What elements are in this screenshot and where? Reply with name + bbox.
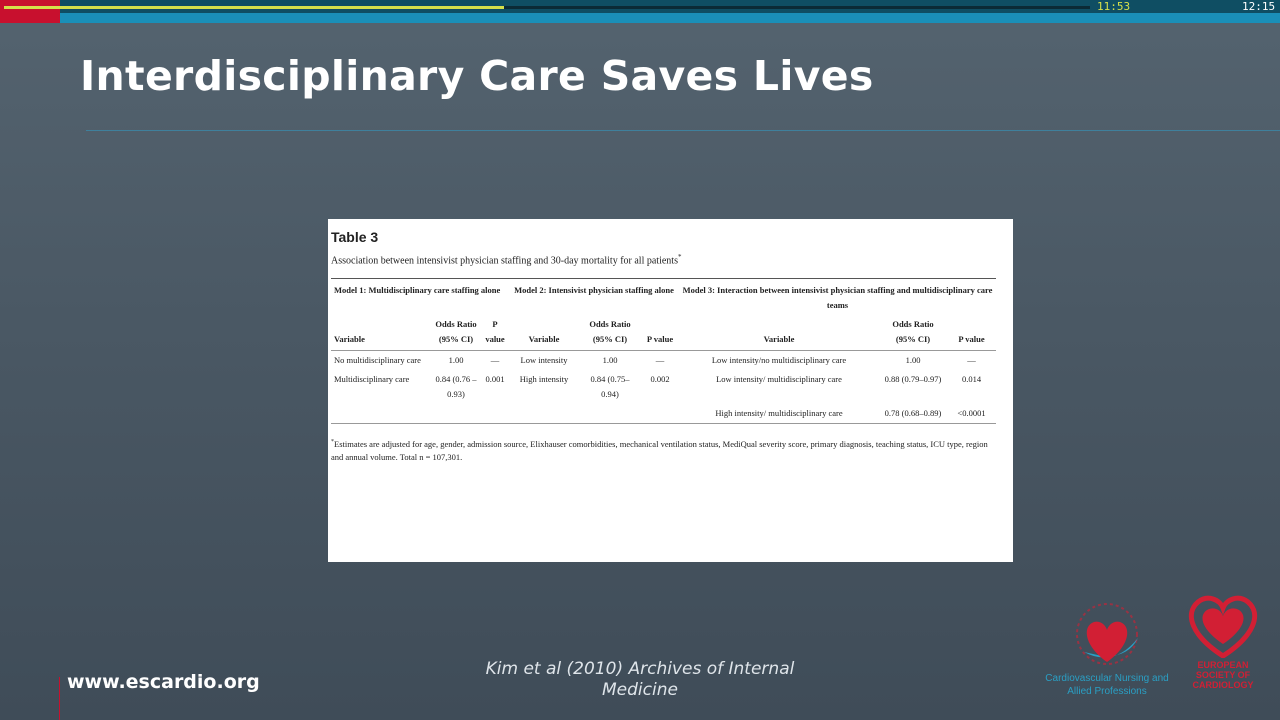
table-cell (481, 404, 509, 424)
table-cell: No multidisciplinary care (334, 355, 421, 366)
table-row: No multidisciplinary care 1.00 — Low int… (331, 351, 996, 371)
table-cell: 0.014 (961, 374, 982, 385)
model-2-header: Model 2: Intensivist physician staffing … (514, 285, 674, 296)
topbar-accent-stripe (60, 13, 1280, 23)
table-cell: High intensity (519, 374, 569, 385)
table-cell: 0.88 (0.79–0.97) (884, 374, 942, 385)
cnap-heart-icon (1076, 603, 1138, 665)
table-cell: High intensity/ multidisciplinary care (715, 408, 843, 419)
footnote-mark: * (331, 439, 334, 446)
col-header: Odds Ratio (95% CI) (579, 315, 641, 352)
col-header: Variable (331, 315, 431, 352)
table-row: High intensity/ multidisciplinary care 0… (331, 404, 996, 424)
total-time: 12:15 (1242, 0, 1276, 13)
table-cell (431, 404, 481, 424)
table-caption-text: Association between intensivist physicia… (331, 255, 678, 267)
col-header: Odds Ratio (95% CI) (879, 315, 947, 352)
topbar-red-block (0, 0, 60, 23)
table-cell (579, 404, 641, 424)
table-cell: 0.78 (0.68–0.89) (884, 408, 942, 419)
col-header: Variable (509, 315, 579, 352)
table-cell: 0.84 (0.75–0.94) (590, 374, 630, 400)
table-cell: 1.00 (905, 355, 921, 366)
table-cell: Low intensity (520, 355, 568, 366)
cnap-logo: Cardiovascular Nursing and Allied Profes… (1044, 596, 1170, 700)
table-footnote: *Estimates are adjusted for age, gender,… (331, 436, 996, 464)
table-cell: 0.002 (650, 374, 670, 385)
table-cell: — (967, 355, 976, 366)
table-cell: 1.00 (448, 355, 464, 366)
esc-logo: EUROPEAN SOCIETY OF CARDIOLOGY (1180, 594, 1266, 700)
table-cell: Low intensity/no multidisciplinary care (711, 355, 847, 366)
elapsed-time: 11:53 (1097, 0, 1131, 13)
progress-fill (4, 6, 504, 9)
citation: Kim et al (2010) Archives of Internal Me… (485, 659, 795, 700)
col-header: P value (641, 315, 679, 352)
col-header: Odds Ratio (95% CI) (431, 315, 481, 352)
esc-logo-text: EUROPEAN SOCIETY OF CARDIOLOGY (1192, 660, 1254, 690)
col-header: Variable (679, 315, 879, 352)
model-1-header: Model 1: Multidisciplinary care staffing… (334, 285, 501, 296)
table-cell: — (655, 355, 665, 366)
table-cell: 0.84 (0.76 –0.93) (435, 374, 477, 400)
table-row: Multidisciplinary care 0.84 (0.76 –0.93)… (331, 370, 996, 404)
table-cell (641, 404, 679, 424)
cnap-logo-text: Cardiovascular Nursing and Allied Profes… (1045, 673, 1169, 697)
model-3-header: Model 3: Interaction between intensivist… (682, 285, 993, 311)
table-cell: 0.001 (485, 374, 505, 385)
table-cell: Multidisciplinary care (334, 374, 410, 385)
table-cell: 1.00 (602, 355, 618, 366)
website-link[interactable]: www.escardio.org (67, 671, 260, 693)
esc-heart-icon (1188, 595, 1258, 659)
table-cell: Low intensity/ multidisciplinary care (716, 374, 842, 385)
slide-title: Interdisciplinary Care Saves Lives (80, 52, 874, 100)
table-figure: Table 3 Association between intensivist … (328, 219, 1013, 562)
progress-track[interactable] (4, 6, 1090, 9)
table-footnote-text: Estimates are adjusted for age, gender, … (331, 439, 988, 463)
table-cell: — (490, 355, 500, 366)
title-divider (86, 130, 1280, 131)
mortality-table: Model 1: Multidisciplinary care staffing… (331, 278, 996, 425)
caption-footnote-mark: * (677, 253, 682, 261)
table-cell: <0.0001 (957, 408, 986, 419)
table-caption: Association between intensivist physicia… (331, 253, 996, 266)
table-cell (509, 404, 579, 424)
table-heading: Table 3 (331, 229, 379, 245)
col-header: P value (481, 315, 509, 352)
footer-red-tick (59, 677, 60, 720)
col-header: P value (947, 315, 996, 352)
table-cell (331, 404, 431, 424)
